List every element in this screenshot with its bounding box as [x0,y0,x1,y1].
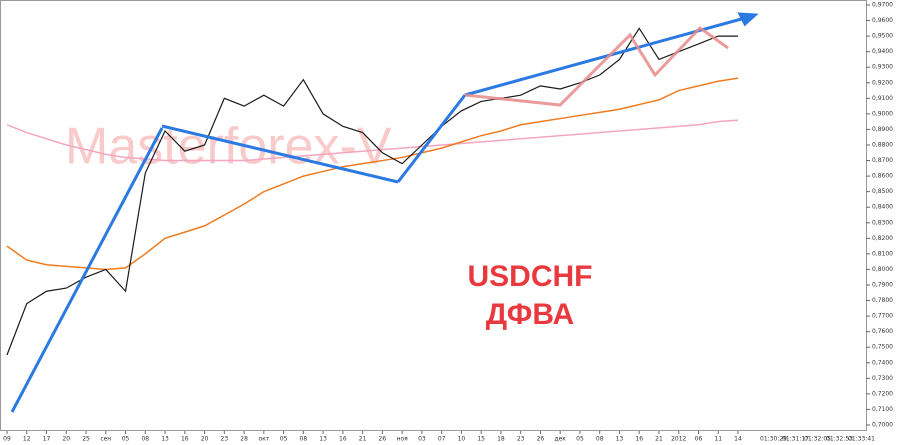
y-tick-label: 0,9200 [872,79,893,86]
price-line [6,77,739,271]
y-tick-label: 0,9000 [872,110,893,117]
y-tick-label: 0,8600 [872,173,893,180]
y-tick-label: 0,7400 [872,359,893,366]
y-tick-label: 0,7200 [872,390,893,397]
y-tick-label: 0,9300 [872,64,893,71]
annotation: USDCHF [468,260,593,293]
x-tick-label: 13 [616,436,624,443]
x-tick-label: окт [258,436,269,443]
y-tick-label: 0,9700 [872,2,893,9]
time-label: 01:32:53 [826,436,853,443]
y-tick-label: 0,9400 [872,48,893,55]
y-tick-label: 0,7900 [872,282,893,289]
x-tick-label: 15 [477,436,485,443]
wave-arrows [464,26,729,107]
annotation: ДФВА [486,298,574,331]
x-tick-label: 12 [23,436,31,443]
price-line [6,119,739,162]
x-tick-label: 16 [339,436,347,443]
y-tick-label: 0,7300 [872,375,893,382]
y-tick-label: 0,8200 [872,235,893,242]
y-tick-label: 0,8800 [872,142,893,149]
y-tick-label: 0,8900 [872,126,893,133]
x-tick-label: ноя [397,436,409,443]
y-tick-label: 0,7800 [872,297,893,304]
x-tick-label: 06 [695,436,703,443]
y-tick-label: 0,8300 [872,219,893,226]
y-tick-label: 0,7100 [872,406,893,413]
x-tick-label: 28 [240,436,248,443]
x-tick-label: 08 [300,436,308,443]
y-tick-label: 0,7700 [872,313,893,320]
time-label: 01:33:41 [848,436,875,443]
time-label: 01:30:29 [760,436,787,443]
y-tick-label: 0,8100 [872,250,893,257]
x-tick-label: 05 [280,436,288,443]
x-tick-label: 16 [181,436,189,443]
y-tick-label: 0,7500 [872,344,893,351]
x-tick-label: 08 [141,436,149,443]
x-tick-label: 05 [122,436,130,443]
y-tick-label: 0,9600 [872,17,893,24]
x-tick-label: 13 [319,436,327,443]
x-tick-label: 08 [596,436,604,443]
x-tick-label: 2012 [671,436,686,443]
x-tick-label: 23 [517,436,525,443]
y-tick-label: 0,8000 [872,266,893,273]
y-tick-label: 0,8500 [872,188,893,195]
x-tick-label: 09 [3,436,11,443]
x-tick-label: 11 [714,436,722,443]
plot-frame [0,0,867,431]
x-tick-label: 25 [82,436,90,443]
x-tick-label: 17 [43,436,51,443]
y-tick-label: 0,9100 [872,95,893,102]
x-tick-label: 20 [201,436,209,443]
watermark: Masterforex-V [65,118,392,176]
x-tick-label: 23 [221,436,229,443]
x-tick-label: 21 [359,436,367,443]
time-label: 01:32:05 [804,436,831,443]
x-tick-label: 16 [635,436,643,443]
y-tick-label: 0,9500 [872,33,893,40]
x-tick-label: 21 [655,436,663,443]
x-tick-label: 07 [438,436,446,443]
x-tick-label: 14 [734,436,742,443]
price-line [6,27,738,356]
y-tick-label: 0,8700 [872,157,893,164]
x-tick-label: 10 [458,436,466,443]
x-tick-label: 26 [537,436,545,443]
x-tick-label: 20 [62,436,70,443]
x-tick-label: сен [100,436,111,443]
x-tick-label: 05 [576,436,584,443]
y-tick-label: 0,7000 [872,422,893,429]
y-tick-label: 0,8400 [872,204,893,211]
x-tick-label: дек [554,436,566,443]
x-tick-label: 18 [497,436,505,443]
trend-arrows [10,12,759,413]
y-tick-label: 0,7600 [872,328,893,335]
x-tick-label: 03 [418,436,426,443]
time-label: 01:31:17 [782,436,809,443]
x-tick-label: 13 [161,436,169,443]
x-tick-label: 26 [379,436,387,443]
